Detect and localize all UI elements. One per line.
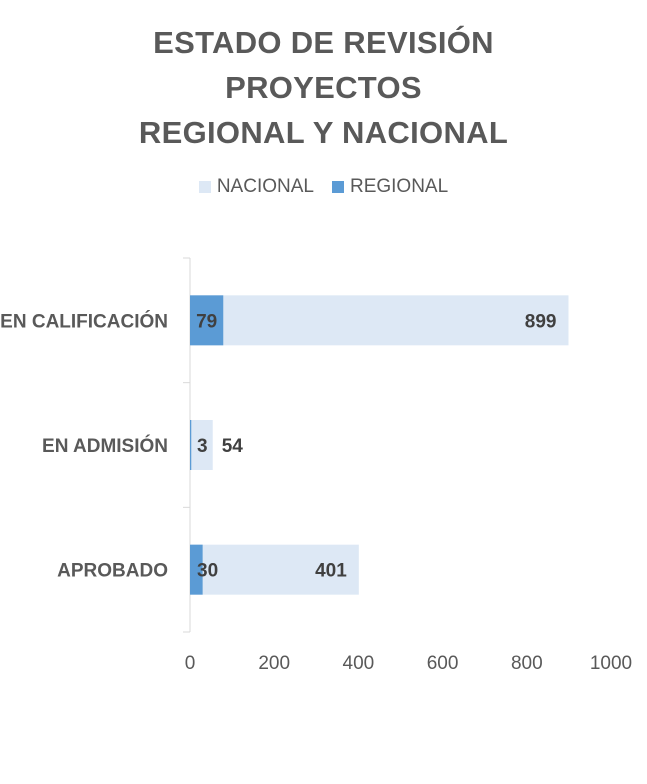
data-label-nacional: 54 (222, 436, 244, 457)
legend-item-regional: REGIONAL (331, 176, 449, 198)
x-tick-label: 800 (511, 653, 543, 674)
title-line-3: REGIONAL Y NACIONAL (138, 115, 509, 150)
bar-nacional (190, 295, 569, 346)
title-line-1: ESTADO DE REVISIÓN (153, 25, 494, 60)
data-label-regional: 30 (197, 561, 218, 582)
bar-regional (190, 420, 192, 470)
legend-item-nacional: NACIONAL (198, 176, 314, 198)
x-tick-label: 200 (258, 653, 290, 674)
category-label: APROBADO (57, 561, 168, 582)
title-line-2: PROYECTOS (225, 70, 422, 105)
category-label: EN CALIFICACIÓN (0, 310, 168, 332)
bar-regional (190, 544, 203, 595)
x-tick-label: 600 (427, 653, 459, 674)
x-tick-label: 1000 (590, 653, 632, 674)
bar-nacional (190, 420, 213, 470)
data-label-nacional: 899 (525, 311, 557, 332)
data-label-regional: 3 (197, 436, 208, 457)
bar-regional (190, 295, 224, 346)
data-label-nacional: 401 (315, 561, 347, 582)
data-label-regional: 79 (196, 311, 217, 332)
x-tick-label: 400 (343, 653, 375, 674)
x-tick-label: 0 (185, 653, 196, 674)
bar-nacional (190, 544, 359, 595)
legend-label-regional: REGIONAL (349, 176, 449, 197)
chart-title: ESTADO DE REVISIÓN PROYECTOS REGIONAL Y … (0, 20, 647, 155)
legend-swatch-regional (331, 181, 344, 193)
legend-swatch-nacional (198, 181, 211, 193)
category-label: EN ADMISIÓN (42, 435, 168, 457)
legend-label-nacional: NACIONAL (216, 176, 314, 197)
legend: NACIONAL REGIONAL (0, 176, 647, 198)
